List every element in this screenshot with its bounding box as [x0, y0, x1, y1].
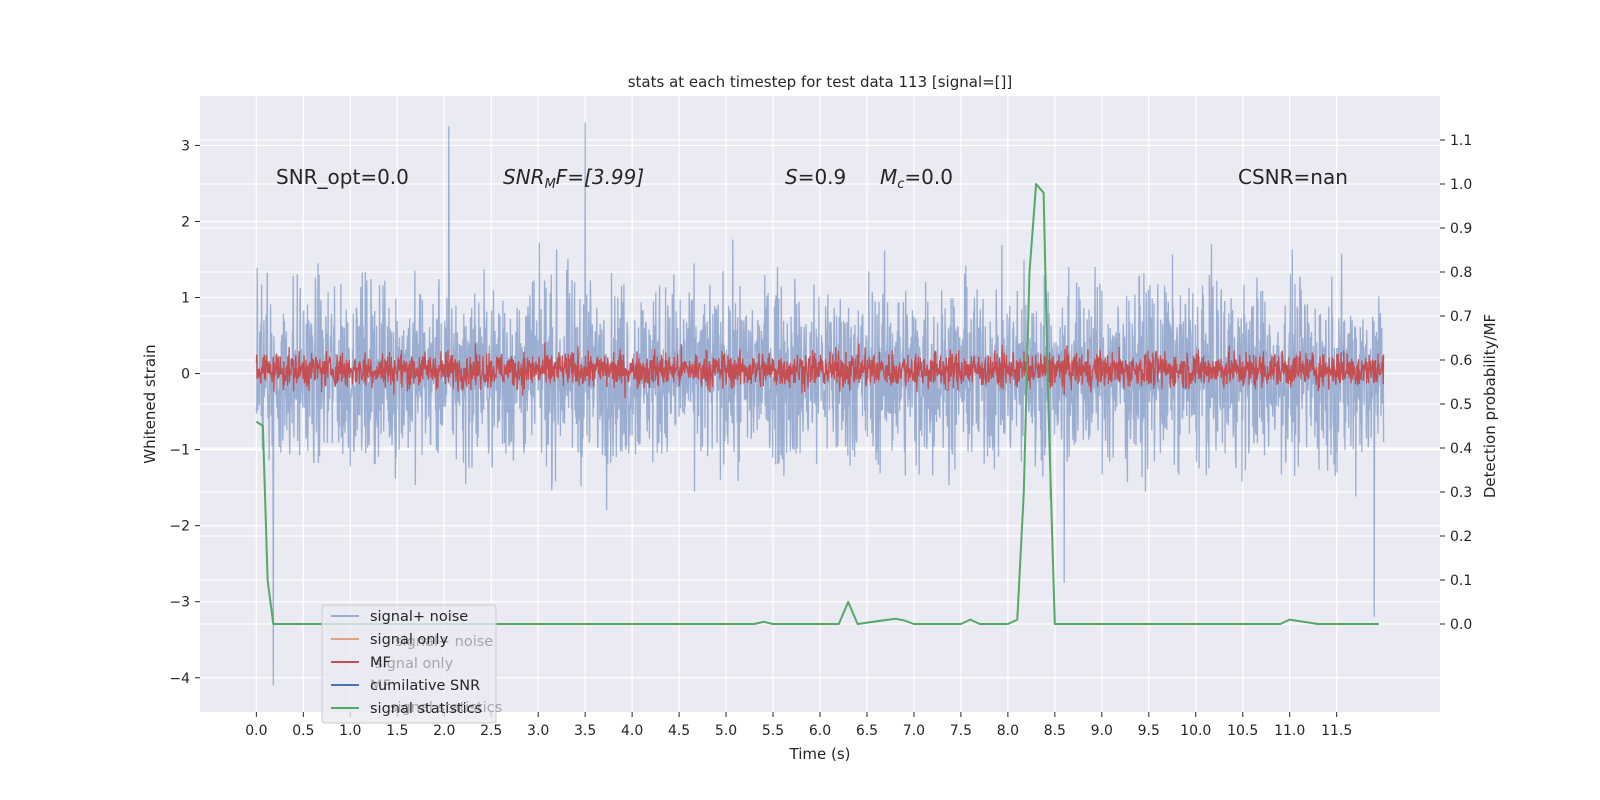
legend-label-signal-noise: signal+ noise [370, 609, 468, 625]
legend: signal+ noise signal only MF signal stat… [321, 604, 502, 724]
annotation-mc-value: =0.0 [904, 165, 953, 189]
annotation-snr-mf-rest: F=[3.99] [556, 165, 644, 189]
y-ticks-right: 0.0 0.1 0.2 0.3 0.4 0.5 0.6 0.7 0.8 0.9 1.0 1.1 [1440, 133, 1472, 633]
y-tick-label-right: 0.2 [1450, 529, 1472, 545]
signal-noise-line [255, 122, 1385, 686]
y-tick-label: −4 [169, 671, 190, 687]
legend-label-signal-statistics: signal statistics [370, 701, 482, 717]
y-axis-label: Whitened strain [141, 344, 159, 463]
legend-ghost-text-4: signal statistics [390, 700, 502, 716]
y-tick-label-right: 1.0 [1450, 177, 1472, 193]
x-tick-label: 3.0 [527, 723, 549, 739]
x-tick-label: 7.0 [903, 723, 925, 739]
y-tick-label-right: 1.1 [1450, 133, 1472, 149]
x-tick-label: 2.0 [433, 723, 455, 739]
x-tick-label: 4.5 [668, 723, 690, 739]
x-tick-label: 6.0 [809, 723, 831, 739]
annotation-s: S=0.9 [785, 165, 846, 189]
x-tick-label: 1.0 [339, 723, 361, 739]
y-tick-label: 1 [181, 291, 190, 307]
y-tick-label-right: 0.9 [1450, 221, 1472, 237]
x-tick-label: 3.5 [574, 723, 596, 739]
y-tick-label: 2 [181, 214, 190, 230]
y-ticks: −4 −3 −2 −1 0 1 2 3 [169, 138, 200, 687]
mf-line [255, 342, 1385, 399]
mf-series [255, 342, 1385, 399]
x-tick-label: 10.5 [1227, 723, 1258, 739]
y-tick-label-right: 0.7 [1450, 309, 1472, 325]
legend-ghost-text-3: MF [370, 678, 391, 694]
x-tick-label: 9.5 [1138, 723, 1160, 739]
annotation-snr-mf: SNRMF=[3.99] [503, 165, 644, 192]
y-tick-label-right: 0.6 [1450, 353, 1472, 369]
y-tick-label-right: 0.4 [1450, 441, 1472, 457]
annotation-mc-symbol: M [880, 165, 897, 189]
y-tick-label: −3 [169, 595, 190, 611]
x-tick-label: 0.0 [245, 723, 267, 739]
x-tick-label: 8.5 [1044, 723, 1066, 739]
y-tick-label: 3 [181, 138, 190, 154]
x-tick-label: 7.5 [950, 723, 972, 739]
x-tick-label: 9.0 [1091, 723, 1113, 739]
legend-label-mf: MF [370, 655, 391, 671]
legend-ghost-text-1: signal+ noise [395, 634, 493, 650]
x-tick-label: 5.5 [762, 723, 784, 739]
x-axis-label: Time (s) [789, 745, 851, 763]
x-tick-label: 8.0 [997, 723, 1019, 739]
annotation-snr-mf-main: SNR [503, 165, 545, 189]
legend-ghost-text-2: signal only [375, 656, 454, 672]
annotation-snr-mf-sub: M [545, 177, 556, 192]
x-tick-label: 11.0 [1274, 723, 1305, 739]
x-tick-label: 11.5 [1321, 723, 1352, 739]
legend-ghost: signal+ noise signal only MF signal stat… [370, 634, 502, 716]
y-tick-label-right: 0.1 [1450, 573, 1472, 589]
annotation-mc: Mc=0.0 [880, 165, 953, 192]
x-ticks: 0.0 0.5 1.0 1.5 2.0 2.5 3.0 3.5 4.0 4.5 5.0 5.5 6.0 6… [245, 712, 1352, 739]
legend-label-signal-only: signal only [370, 632, 449, 648]
x-tick-label: 6.5 [856, 723, 878, 739]
y-tick-label: 0 [181, 367, 190, 383]
y-tick-label-right: 0.5 [1450, 397, 1472, 413]
x-tick-label: 10.0 [1180, 723, 1211, 739]
x-tick-label: 2.5 [480, 723, 502, 739]
annotation-snr-opt: SNR_opt=0.0 [276, 165, 409, 189]
annotation-s-symbol: S [785, 165, 798, 189]
y-tick-label: −1 [169, 443, 190, 459]
y-tick-label-right: 0.3 [1450, 485, 1472, 501]
legend-label-cumulative-snr: cumilative SNR [370, 678, 480, 694]
annotation-s-value: =0.9 [798, 165, 847, 189]
chart-title: stats at each timestep for test data 113… [628, 73, 1013, 91]
y-tick-label: −2 [169, 519, 190, 535]
x-tick-label: 1.5 [386, 723, 408, 739]
annotation-mc-sub: c [897, 177, 904, 192]
y-tick-label-right: 0.8 [1450, 265, 1472, 281]
x-tick-label: 0.5 [292, 723, 314, 739]
y-axis-label-right: Detection probability/MF [1481, 314, 1499, 498]
x-tick-label: 5.0 [715, 723, 737, 739]
y-tick-label-right: 0.0 [1450, 617, 1472, 633]
legend-box [321, 604, 497, 724]
x-tick-label: 4.0 [621, 723, 643, 739]
signal-noise-series [255, 122, 1385, 686]
annotation-csnr: CSNR=nan [1238, 165, 1348, 189]
